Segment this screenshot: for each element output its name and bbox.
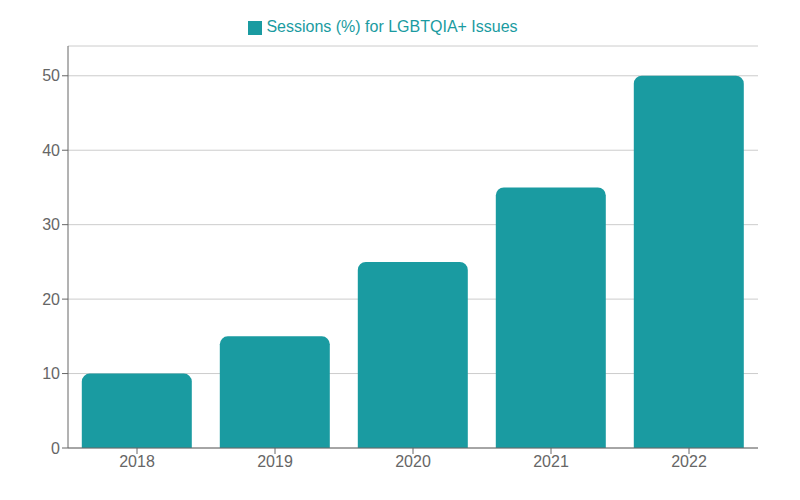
svg-text:20: 20	[42, 291, 60, 308]
svg-text:2022: 2022	[671, 453, 707, 470]
html-text:Sessions (%) for LGBTQIA+ Issu: Sessions (%) for LGBTQIA+ Issues	[266, 18, 518, 35]
svg-text:2019: 2019	[257, 453, 293, 470]
svg-text:40: 40	[42, 142, 60, 159]
svg-text:30: 30	[42, 216, 60, 233]
svg-text:2020: 2020	[395, 453, 431, 470]
svg-text:0: 0	[51, 440, 60, 457]
svg-text:2018: 2018	[119, 453, 155, 470]
svg-text:50: 50	[42, 67, 60, 84]
svg-text:2021: 2021	[533, 453, 569, 470]
svg-text:10: 10	[42, 365, 60, 382]
